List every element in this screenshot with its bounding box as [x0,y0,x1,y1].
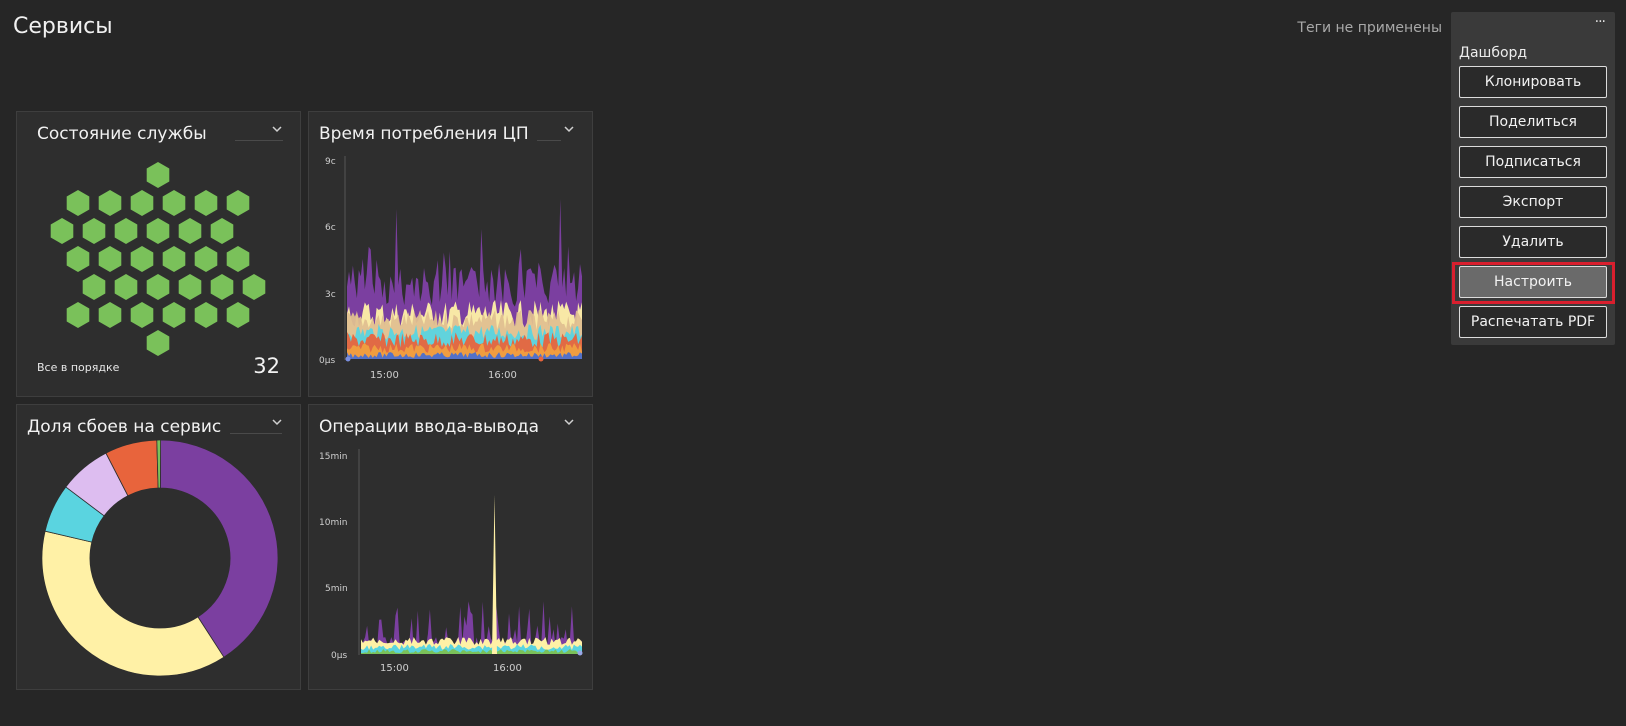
export-button[interactable]: Экспорт [1459,186,1607,218]
service-hex[interactable] [210,218,234,244]
service-hex[interactable] [82,274,106,300]
y-tick: 0µs [331,651,347,661]
y-tick: 10min [319,518,347,528]
pie-slice[interactable] [41,530,225,677]
service-hex[interactable] [146,218,170,244]
y-tick: 6с [325,223,336,233]
service-hex[interactable] [178,274,202,300]
event-marker[interactable] [577,650,583,656]
cpu-time-chart[interactable]: 9с 6с 3с 0µs 15:00 16:00 [309,112,594,398]
io-operations-chart[interactable]: 15min 10min 5min 0µs 15:00 16:00 [309,405,594,691]
share-button[interactable]: Поделиться [1459,106,1607,138]
configure-button[interactable]: Настроить [1459,266,1607,298]
tile-title: Время потребления ЦП [319,124,529,144]
clone-button[interactable]: Клонировать [1459,66,1607,98]
series-area [347,352,582,359]
x-tick: 16:00 [488,370,517,381]
event-marker[interactable] [345,356,351,362]
chevron-down-icon[interactable] [270,415,284,429]
series-area [361,600,582,654]
failure-rate-donut[interactable] [17,405,302,691]
x-tick: 15:00 [370,370,399,381]
y-tick: 3с [325,290,336,300]
service-hex[interactable] [82,218,106,244]
service-hex[interactable] [66,302,90,328]
service-hex[interactable] [210,274,234,300]
tile-title: Операции ввода-вывода [319,417,540,437]
service-hex[interactable] [226,246,250,272]
service-hex[interactable] [98,246,122,272]
y-tick: 9с [325,157,336,167]
service-hex[interactable] [146,162,170,188]
service-hex[interactable] [162,302,186,328]
page-title: Сервисы [13,14,113,39]
service-hex[interactable] [130,302,154,328]
service-hex[interactable] [114,218,138,244]
menu-heading: Дашборд [1459,45,1528,61]
service-hex[interactable] [50,218,74,244]
print-pdf-button[interactable]: Распечатать PDF [1459,306,1607,338]
service-hex[interactable] [194,246,218,272]
service-hex[interactable] [162,190,186,216]
chevron-down-icon[interactable] [562,415,576,429]
title-rule [235,140,283,141]
title-rule [537,140,561,141]
delete-button[interactable]: Удалить [1459,226,1607,258]
title-rule [230,433,282,434]
service-hex[interactable] [114,274,138,300]
service-hex[interactable] [178,218,202,244]
service-hex[interactable] [98,190,122,216]
chevron-down-icon[interactable] [562,122,576,136]
tile-failure-rate[interactable]: Доля сбоев на сервис [16,404,301,690]
x-tick: 15:00 [380,663,409,674]
event-marker[interactable] [538,356,544,362]
tile-service-health[interactable]: Состояние службы Все в порядке 32 [16,111,301,397]
tile-title: Доля сбоев на сервис [27,417,222,437]
service-hex[interactable] [162,246,186,272]
y-tick: 0µs [319,356,335,366]
tile-cpu-time[interactable]: Время потребления ЦП 9с 6с 3с 0µs 15:00 … [308,111,593,397]
pie-slice[interactable] [156,439,161,489]
service-hex[interactable] [130,190,154,216]
tile-io-operations[interactable]: Операции ввода-вывода 15min 10min 5min 0… [308,404,593,690]
service-hex[interactable] [226,190,250,216]
chevron-down-icon[interactable] [270,122,284,136]
service-hex[interactable] [146,274,170,300]
service-status-label: Все в порядке [37,361,120,374]
service-hex[interactable] [98,302,122,328]
service-hex[interactable] [130,246,154,272]
service-count: 32 [253,354,280,378]
tags-status[interactable]: Теги не применены [1297,20,1442,36]
subscribe-button[interactable]: Подписаться [1459,146,1607,178]
service-hex[interactable] [194,190,218,216]
pie-slice[interactable] [159,439,279,658]
service-hex[interactable] [146,330,170,356]
service-hex[interactable] [242,274,266,300]
series-area [361,649,582,654]
service-hex[interactable] [66,190,90,216]
service-hex[interactable] [194,302,218,328]
spike-area [492,495,497,654]
service-hex[interactable] [226,302,250,328]
service-hex[interactable] [66,246,90,272]
y-tick: 5min [325,584,348,594]
y-tick: 15min [319,452,347,462]
x-tick: 16:00 [493,663,522,674]
dashboard-menu: ··· Дашборд Клонировать Поделиться Подпи… [1451,12,1615,345]
more-icon[interactable]: ··· [1594,14,1606,30]
honeycomb [50,162,266,356]
tile-title: Состояние службы [37,124,207,144]
